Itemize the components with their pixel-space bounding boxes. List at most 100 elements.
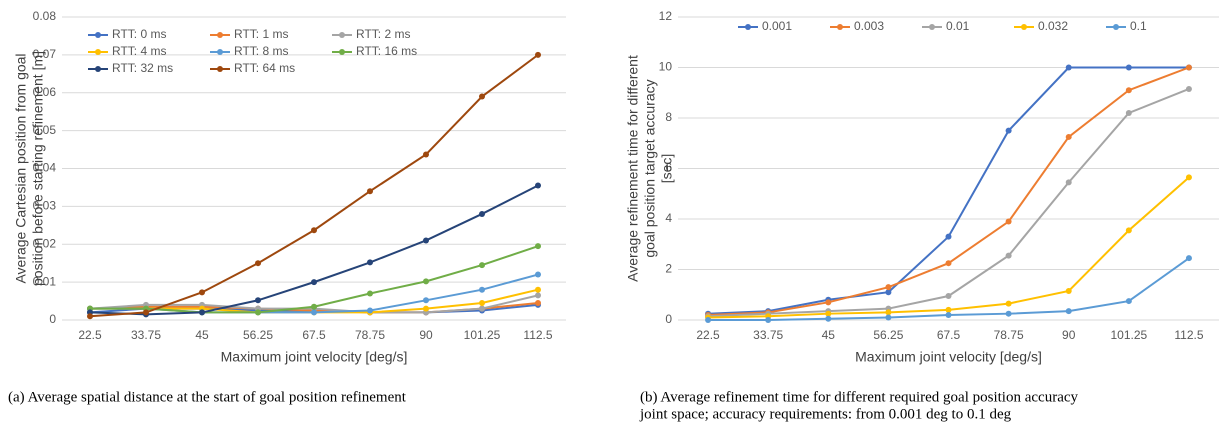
point [885,309,892,316]
point [1005,252,1012,259]
legend-marker [339,32,345,38]
legend-label: RTT: 0 ms [112,27,166,41]
point [311,279,317,286]
legend-label: RTT: 32 ms [112,61,173,75]
series-line [708,66,1190,316]
x-tick-label: 33.75 [131,328,161,342]
legend-label: RTT: 64 ms [234,61,295,75]
point [255,297,261,304]
y-tick-label: 0.08 [33,9,57,23]
point [423,237,429,244]
y-axis-label: Average Cartesian position from goal [13,53,29,283]
y-axis-label: [sec] [659,154,675,184]
x-axis-label: Maximum joint velocity [deg/s] [221,349,408,365]
legend-label: 0.003 [854,19,884,33]
point [1125,87,1132,94]
point [87,313,93,320]
legend-marker [1113,24,1119,30]
point [1125,109,1132,116]
point [311,309,317,316]
caption: joint space; accuracy requirements: from… [639,406,1012,422]
point [1185,85,1192,92]
point [1065,133,1072,140]
legend-label: RTT: 16 ms [356,44,417,58]
legend-marker [929,24,935,30]
x-tick-label: 101.25 [464,328,501,342]
y-tick-label: 0.01 [33,274,57,288]
x-tick-label: 22.5 [696,328,720,342]
x-tick-label: 112.5 [523,328,552,342]
y-tick-label: 2 [665,262,672,276]
y-axis-label: goal position target accuracy [642,79,658,257]
x-tick-label: 90 [419,328,433,342]
y-tick-label: 0.06 [33,85,57,99]
legend-marker [339,49,345,55]
y-tick-label: 0.05 [33,123,57,137]
point [255,260,261,267]
point [423,151,429,158]
point [705,317,712,323]
point [1065,64,1072,71]
y-tick-label: 6 [665,161,672,175]
point [1185,64,1192,71]
y-tick-label: 0.04 [33,161,57,175]
point [1005,218,1012,225]
point [825,299,832,306]
x-tick-label: 56.25 [243,328,273,342]
point [765,317,772,323]
point [1185,174,1192,181]
point [367,259,373,266]
point [367,307,373,314]
point [1125,298,1132,305]
legend-marker [745,24,751,30]
point [311,303,317,310]
point [479,305,485,312]
point [255,309,261,316]
x-tick-label: 33.75 [753,328,783,342]
x-tick-label: 45 [195,328,209,342]
x-tick-label: 67.5 [302,328,326,342]
legend-marker [1021,24,1027,30]
series-line [89,54,539,318]
point [885,314,892,321]
x-tick-label: 112.5 [1174,328,1203,342]
y-tick-label: 4 [665,211,672,225]
point [535,299,541,306]
x-tick-label: 45 [822,328,836,342]
y-axis-label: Average refinement time for different [625,55,641,282]
point [479,299,485,306]
y-tick-label: 0 [665,312,672,326]
point [535,271,541,278]
y-tick-label: 12 [659,9,673,23]
legend-label: RTT: 4 ms [112,44,166,58]
point [945,293,952,300]
point [367,290,373,297]
point [945,233,952,240]
point [945,306,952,313]
legend-marker [217,49,223,55]
legend-marker [95,49,101,55]
legend-marker [217,66,223,72]
legend-marker [217,32,223,38]
point [479,262,485,269]
point [479,93,485,100]
point [1185,255,1192,262]
point [1125,227,1132,234]
legend-label: 0.032 [1038,19,1068,33]
point [423,278,429,285]
x-axis-label: Maximum joint velocity [deg/s] [855,349,1042,365]
x-tick-label: 56.25 [873,328,903,342]
point [535,292,541,299]
x-tick-label: 78.75 [355,328,385,342]
point [311,227,317,234]
point [479,286,485,293]
y-tick-label: 0.03 [33,199,57,213]
series-line [708,66,1189,315]
legend-label: 0.001 [762,19,792,33]
caption: (b) Average refinement time for differen… [640,389,1079,405]
x-tick-label: 78.75 [994,328,1024,342]
point [825,315,832,322]
point [1005,310,1012,317]
caption: (a) Average spatial distance at the star… [8,389,407,405]
